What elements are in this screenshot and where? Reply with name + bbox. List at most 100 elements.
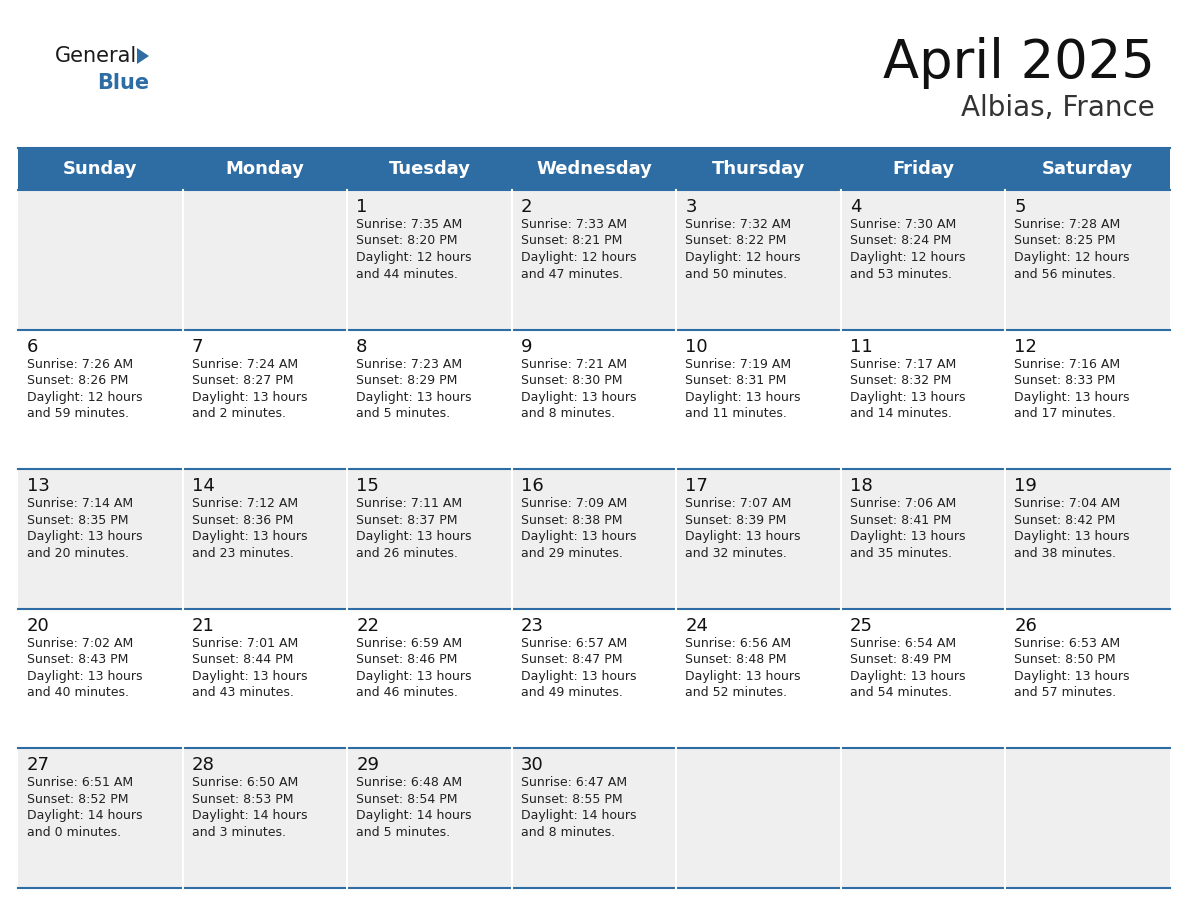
Text: Sunday: Sunday xyxy=(63,160,138,178)
Text: Daylight: 14 hours: Daylight: 14 hours xyxy=(191,810,307,823)
Text: Sunset: 8:30 PM: Sunset: 8:30 PM xyxy=(520,375,623,387)
Text: Sunrise: 7:04 AM: Sunrise: 7:04 AM xyxy=(1015,498,1120,510)
Text: Daylight: 13 hours: Daylight: 13 hours xyxy=(849,670,966,683)
Text: and 40 minutes.: and 40 minutes. xyxy=(27,687,129,700)
Polygon shape xyxy=(137,48,148,64)
Text: Sunset: 8:43 PM: Sunset: 8:43 PM xyxy=(27,654,128,666)
Text: Sunrise: 7:35 AM: Sunrise: 7:35 AM xyxy=(356,218,462,231)
Text: Sunset: 8:27 PM: Sunset: 8:27 PM xyxy=(191,375,293,387)
Text: Sunrise: 7:26 AM: Sunrise: 7:26 AM xyxy=(27,358,133,371)
Text: and 46 minutes.: and 46 minutes. xyxy=(356,687,459,700)
Text: and 20 minutes.: and 20 minutes. xyxy=(27,547,129,560)
Text: 14: 14 xyxy=(191,477,215,495)
Text: 2: 2 xyxy=(520,198,532,216)
Text: Daylight: 13 hours: Daylight: 13 hours xyxy=(27,531,143,543)
Text: 9: 9 xyxy=(520,338,532,355)
Text: Daylight: 14 hours: Daylight: 14 hours xyxy=(520,810,637,823)
Text: Sunset: 8:31 PM: Sunset: 8:31 PM xyxy=(685,375,786,387)
Text: Sunrise: 6:59 AM: Sunrise: 6:59 AM xyxy=(356,637,462,650)
Text: Sunrise: 7:19 AM: Sunrise: 7:19 AM xyxy=(685,358,791,371)
Text: Daylight: 13 hours: Daylight: 13 hours xyxy=(356,390,472,404)
Bar xyxy=(18,330,1170,469)
Text: Tuesday: Tuesday xyxy=(388,160,470,178)
Text: General: General xyxy=(55,46,138,66)
Text: Daylight: 13 hours: Daylight: 13 hours xyxy=(520,531,637,543)
Text: Daylight: 13 hours: Daylight: 13 hours xyxy=(1015,390,1130,404)
Text: Sunrise: 6:47 AM: Sunrise: 6:47 AM xyxy=(520,777,627,789)
Text: Sunset: 8:50 PM: Sunset: 8:50 PM xyxy=(1015,654,1116,666)
Text: Sunrise: 7:33 AM: Sunrise: 7:33 AM xyxy=(520,218,627,231)
Text: Daylight: 13 hours: Daylight: 13 hours xyxy=(685,670,801,683)
Text: 19: 19 xyxy=(1015,477,1037,495)
Text: and 49 minutes.: and 49 minutes. xyxy=(520,687,623,700)
Text: Sunrise: 6:56 AM: Sunrise: 6:56 AM xyxy=(685,637,791,650)
Text: 20: 20 xyxy=(27,617,50,635)
Text: Sunrise: 6:51 AM: Sunrise: 6:51 AM xyxy=(27,777,133,789)
Text: Daylight: 13 hours: Daylight: 13 hours xyxy=(520,390,637,404)
Text: Daylight: 12 hours: Daylight: 12 hours xyxy=(1015,251,1130,264)
Text: Sunset: 8:26 PM: Sunset: 8:26 PM xyxy=(27,375,128,387)
Text: Sunset: 8:49 PM: Sunset: 8:49 PM xyxy=(849,654,952,666)
Text: and 44 minutes.: and 44 minutes. xyxy=(356,267,459,281)
Text: Sunset: 8:41 PM: Sunset: 8:41 PM xyxy=(849,514,952,527)
Text: 15: 15 xyxy=(356,477,379,495)
Text: and 5 minutes.: and 5 minutes. xyxy=(356,407,450,420)
Text: Sunset: 8:44 PM: Sunset: 8:44 PM xyxy=(191,654,293,666)
Text: Sunrise: 6:57 AM: Sunrise: 6:57 AM xyxy=(520,637,627,650)
Text: Daylight: 13 hours: Daylight: 13 hours xyxy=(191,390,307,404)
Text: Sunset: 8:21 PM: Sunset: 8:21 PM xyxy=(520,234,623,248)
Text: 8: 8 xyxy=(356,338,367,355)
Text: Daylight: 12 hours: Daylight: 12 hours xyxy=(520,251,637,264)
Text: Sunset: 8:36 PM: Sunset: 8:36 PM xyxy=(191,514,293,527)
Text: Friday: Friday xyxy=(892,160,954,178)
Text: 30: 30 xyxy=(520,756,543,775)
Text: Daylight: 13 hours: Daylight: 13 hours xyxy=(191,531,307,543)
Text: Daylight: 12 hours: Daylight: 12 hours xyxy=(849,251,966,264)
Text: Daylight: 14 hours: Daylight: 14 hours xyxy=(356,810,472,823)
Text: and 43 minutes.: and 43 minutes. xyxy=(191,687,293,700)
Text: and 5 minutes.: and 5 minutes. xyxy=(356,826,450,839)
Text: Daylight: 13 hours: Daylight: 13 hours xyxy=(1015,670,1130,683)
Bar xyxy=(18,190,1170,330)
Text: Blue: Blue xyxy=(97,73,150,93)
Text: Daylight: 13 hours: Daylight: 13 hours xyxy=(356,531,472,543)
Text: and 11 minutes.: and 11 minutes. xyxy=(685,407,788,420)
Bar xyxy=(18,748,1170,888)
Text: Daylight: 13 hours: Daylight: 13 hours xyxy=(520,670,637,683)
Text: and 26 minutes.: and 26 minutes. xyxy=(356,547,459,560)
Text: Daylight: 13 hours: Daylight: 13 hours xyxy=(1015,531,1130,543)
Text: Sunrise: 7:21 AM: Sunrise: 7:21 AM xyxy=(520,358,627,371)
Text: and 8 minutes.: and 8 minutes. xyxy=(520,826,615,839)
Text: and 54 minutes.: and 54 minutes. xyxy=(849,687,952,700)
Text: Sunset: 8:55 PM: Sunset: 8:55 PM xyxy=(520,793,623,806)
Text: 29: 29 xyxy=(356,756,379,775)
Text: and 35 minutes.: and 35 minutes. xyxy=(849,547,952,560)
Text: and 29 minutes.: and 29 minutes. xyxy=(520,547,623,560)
Text: and 23 minutes.: and 23 minutes. xyxy=(191,547,293,560)
Text: and 53 minutes.: and 53 minutes. xyxy=(849,267,952,281)
Text: April 2025: April 2025 xyxy=(883,37,1155,89)
Text: Daylight: 12 hours: Daylight: 12 hours xyxy=(356,251,472,264)
Text: Thursday: Thursday xyxy=(712,160,805,178)
Text: 3: 3 xyxy=(685,198,697,216)
Text: 26: 26 xyxy=(1015,617,1037,635)
Text: Sunset: 8:29 PM: Sunset: 8:29 PM xyxy=(356,375,457,387)
Text: Daylight: 12 hours: Daylight: 12 hours xyxy=(27,390,143,404)
Text: Daylight: 13 hours: Daylight: 13 hours xyxy=(849,531,966,543)
Text: Albias, France: Albias, France xyxy=(961,94,1155,122)
Text: and 2 minutes.: and 2 minutes. xyxy=(191,407,285,420)
Text: Sunset: 8:54 PM: Sunset: 8:54 PM xyxy=(356,793,457,806)
Text: Sunset: 8:46 PM: Sunset: 8:46 PM xyxy=(356,654,457,666)
Text: 10: 10 xyxy=(685,338,708,355)
Bar xyxy=(18,148,1170,190)
Text: Sunrise: 7:01 AM: Sunrise: 7:01 AM xyxy=(191,637,298,650)
Text: and 0 minutes.: and 0 minutes. xyxy=(27,826,121,839)
Text: Daylight: 13 hours: Daylight: 13 hours xyxy=(191,670,307,683)
Bar xyxy=(18,609,1170,748)
Text: Sunset: 8:52 PM: Sunset: 8:52 PM xyxy=(27,793,128,806)
Text: Sunset: 8:38 PM: Sunset: 8:38 PM xyxy=(520,514,623,527)
Text: Sunset: 8:20 PM: Sunset: 8:20 PM xyxy=(356,234,457,248)
Text: 18: 18 xyxy=(849,477,873,495)
Text: Sunset: 8:48 PM: Sunset: 8:48 PM xyxy=(685,654,786,666)
Text: 17: 17 xyxy=(685,477,708,495)
